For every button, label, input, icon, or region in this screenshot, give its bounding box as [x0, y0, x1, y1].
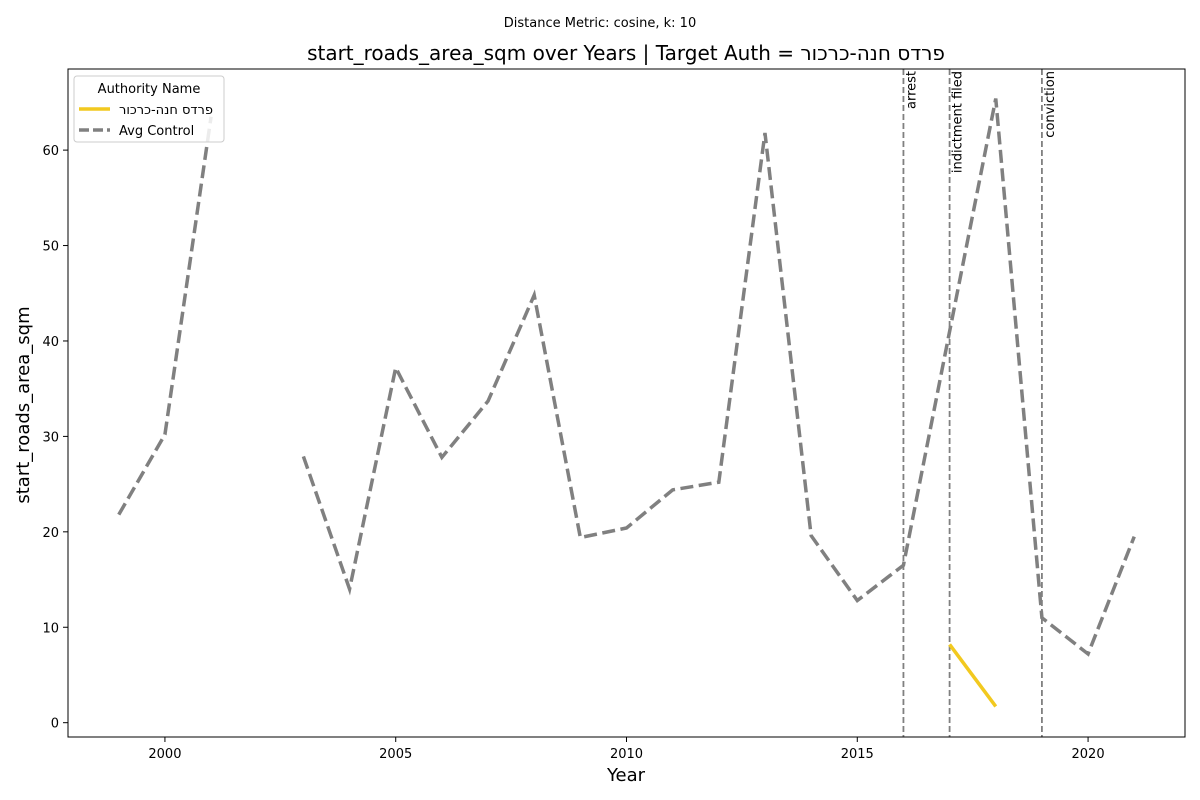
x-tick-label-2005: 2005	[379, 747, 412, 762]
event-label-2: conviction	[1043, 71, 1058, 138]
chart-title: start_roads_area_sqm over Years | Target…	[307, 41, 945, 65]
legend-entry-1: Avg Control	[119, 124, 194, 139]
chart-suptitle: Distance Metric: cosine, k: 10	[504, 16, 696, 31]
legend-box	[73, 75, 225, 143]
x-tick-label-2015: 2015	[841, 747, 874, 762]
y-tick-label-10: 10	[42, 621, 59, 636]
legend-title: Authority Name	[98, 82, 201, 97]
y-tick-label-20: 20	[42, 526, 59, 541]
series-line-1-segment-1	[301, 98, 1136, 657]
x-tick-label-2010: 2010	[610, 747, 643, 762]
y-tick-label-30: 30	[42, 430, 59, 445]
event-label-1: indictment filed	[951, 71, 966, 173]
y-tick-label-60: 60	[42, 144, 59, 159]
y-tick-label-0: 0	[51, 717, 59, 732]
axes-frame	[67, 68, 1186, 738]
y-axis-label: start_roads_area_sqm	[13, 306, 34, 503]
y-tick-label-50: 50	[42, 240, 59, 255]
y-tick-label-40: 40	[42, 335, 59, 350]
x-axis-label: Year	[606, 765, 646, 786]
x-tick-label-2020: 2020	[1072, 747, 1105, 762]
legend-entry-0: פרדס חנה-כרכור	[119, 103, 213, 118]
series-line-1-segment-0	[117, 116, 213, 516]
plot-area: 2000 2005 2010 2015 2020 0 10 20 30 40 50 60 arrest i…	[42, 68, 1186, 762]
series-line-0-segment-0	[948, 643, 998, 708]
event-label-0: arrest	[904, 71, 919, 109]
x-tick-label-2000: 2000	[148, 747, 181, 762]
